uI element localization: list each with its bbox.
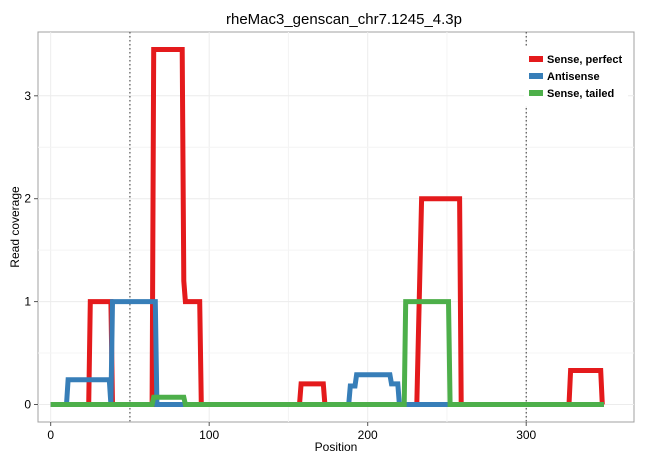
legend-label-1: Sense, perfect	[547, 54, 623, 66]
legend-swatch-2	[529, 73, 543, 79]
y-tick-label: 1	[24, 295, 31, 309]
y-tick-label: 3	[24, 89, 31, 103]
legend-label-3: Sense, tailed	[547, 88, 614, 100]
axis-ticks: 0 100 200 300 0 1 2 3	[24, 89, 536, 442]
x-tick-label: 200	[358, 428, 378, 442]
legend-swatch-3	[529, 90, 543, 96]
series-lines	[50, 47, 605, 407]
chart-title: rheMac3_genscan_chr7.1245_4.3p	[226, 11, 462, 28]
x-tick-label: 100	[199, 428, 219, 442]
y-tick-label: 2	[24, 192, 31, 206]
legend-entries: Sense, perfect Antisense Sense, tailed	[529, 54, 623, 100]
legend: Sense, perfect Antisense Sense, tailed	[524, 46, 628, 106]
y-axis-label: Read coverage	[8, 186, 22, 268]
x-tick-label: 0	[47, 428, 54, 442]
y-tick-label: 0	[24, 398, 31, 412]
series-line-3	[50, 299, 604, 407]
x-tick-label: 300	[516, 428, 536, 442]
legend-label-2: Antisense	[547, 71, 600, 83]
x-axis-label: Position	[315, 440, 358, 454]
legend-swatch-1	[529, 56, 543, 62]
